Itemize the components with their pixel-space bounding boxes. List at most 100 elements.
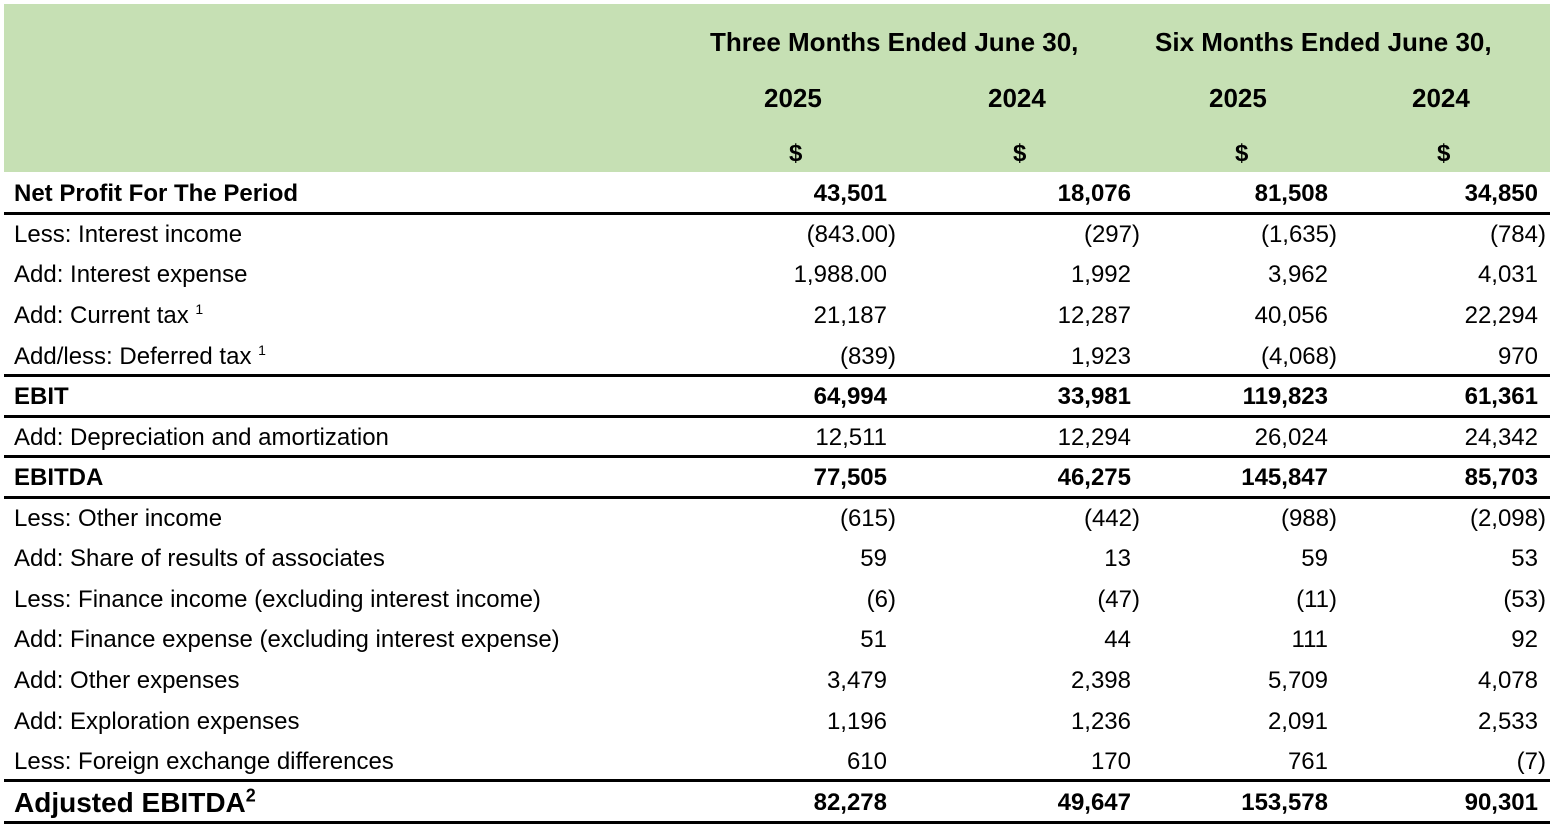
cell-three-2024: 1,992 [1070, 261, 1131, 288]
cell-three-2025: 51 [860, 626, 887, 653]
footnote-marker: 1 [258, 342, 266, 358]
cell-six-2025: 119,823 [1242, 383, 1328, 410]
cell-three-2025: 43,501 [813, 180, 887, 207]
row-divider [4, 415, 1550, 418]
cell-three-2024: (47) [1097, 586, 1140, 613]
cell-six-2024: 53 [1511, 545, 1538, 572]
header-year-three-2024: 2024 [988, 83, 1046, 113]
cell-six-2024: 4,031 [1477, 261, 1538, 288]
table-row: Less: Finance income (excluding interest… [4, 580, 1550, 620]
row-label: Add: Share of results of associates [14, 545, 385, 572]
row-label: EBIT [14, 383, 69, 410]
table-row: Add: Exploration expenses 1,196 1,236 2,… [4, 702, 1550, 742]
cell-three-2024: 1,236 [1070, 708, 1131, 735]
cell-six-2024: 90,301 [1464, 789, 1538, 816]
row-divider [4, 455, 1550, 458]
row-label: Less: Foreign exchange differences [14, 748, 394, 775]
cell-three-2024: 12,287 [1057, 302, 1131, 329]
table-row-ebitda: EBITDA 77,505 46,275 145,847 85,703 [4, 458, 1550, 498]
row-label-text: Add/less: Deferred tax [14, 343, 252, 370]
row-label-text: Add: Current tax [14, 302, 189, 329]
cell-six-2024: (7) [1516, 748, 1546, 775]
header-year-three-2025: 2025 [764, 83, 822, 113]
cell-three-2025: (839) [839, 343, 896, 370]
cell-six-2025: 59 [1301, 545, 1328, 572]
row-label: Add/less: Deferred tax 1 [14, 337, 266, 377]
row-divider [4, 374, 1550, 377]
header-currency: $ [1437, 140, 1451, 167]
cell-six-2025: 26,024 [1254, 424, 1328, 451]
cell-three-2024: 49,647 [1057, 789, 1131, 816]
cell-six-2025: 145,847 [1241, 464, 1328, 491]
row-label: Add: Other expenses [14, 667, 240, 694]
cell-three-2024: 12,294 [1057, 424, 1131, 451]
table-row: Less: Foreign exchange differences 610 1… [4, 742, 1550, 782]
cell-six-2025: 5,709 [1267, 667, 1328, 694]
cell-six-2024: (784) [1489, 221, 1546, 248]
row-label: Less: Interest income [14, 221, 243, 248]
row-divider [4, 212, 1550, 215]
cell-three-2025: 21,187 [813, 302, 887, 329]
cell-six-2024: 4,078 [1477, 667, 1538, 694]
cell-three-2025: 1,988.00 [793, 261, 887, 288]
header-currency: $ [1013, 140, 1027, 167]
cell-three-2025: 82,278 [813, 789, 887, 816]
cell-three-2025: 3,479 [826, 667, 887, 694]
row-label: Add: Interest expense [14, 261, 248, 288]
cell-three-2025: 59 [860, 545, 887, 572]
cell-six-2024: 34,850 [1464, 180, 1538, 207]
cell-three-2024: 1,923 [1070, 343, 1131, 370]
cell-three-2025: 64,994 [813, 383, 887, 410]
cell-six-2024: 22,294 [1464, 302, 1538, 329]
cell-six-2025: (1,635) [1260, 221, 1337, 248]
table-row-adjusted-ebitda: Adjusted EBITDA2 82,278 49,647 153,578 9… [4, 783, 1550, 823]
row-divider [4, 496, 1550, 499]
row-label: Less: Finance income (excluding interest… [14, 586, 541, 613]
cell-three-2024: 13 [1104, 545, 1131, 572]
row-label: Add: Depreciation and amortization [14, 424, 389, 451]
cell-six-2025: (4,068) [1260, 343, 1337, 370]
table-row: Add: Share of results of associates 59 1… [4, 539, 1550, 579]
table-row: Less: Interest income (843.00) (297) (1,… [4, 215, 1550, 255]
cell-three-2024: (297) [1083, 221, 1140, 248]
cell-six-2025: 81,508 [1254, 180, 1328, 207]
cell-three-2024: 170 [1090, 748, 1131, 775]
row-divider [4, 821, 1550, 824]
row-label: Add: Exploration expenses [14, 708, 300, 735]
cell-six-2025: 40,056 [1254, 302, 1328, 329]
row-label: Net Profit For The Period [14, 180, 299, 207]
header-three-months: Three Months Ended June 30, [710, 27, 1079, 57]
table-row: Add: Finance expense (excluding interest… [4, 620, 1550, 660]
cell-six-2025: (11) [1296, 586, 1337, 613]
table-row: Less: Other income (615) (442) (988) (2,… [4, 499, 1550, 539]
cell-six-2024: (53) [1503, 586, 1546, 613]
cell-six-2025: 153,578 [1241, 789, 1328, 816]
footnote-marker: 2 [245, 785, 256, 806]
cell-six-2025: 3,962 [1267, 261, 1328, 288]
cell-six-2024: (2,098) [1469, 505, 1546, 532]
table-header: Three Months Ended June 30, Six Months E… [4, 4, 1550, 172]
cell-three-2025: 12,511 [815, 424, 887, 451]
header-year-six-2025: 2025 [1209, 83, 1267, 113]
cell-six-2025: (988) [1280, 505, 1337, 532]
header-year-six-2024: 2024 [1412, 83, 1470, 113]
table-row: Add: Interest expense 1,988.00 1,992 3,9… [4, 255, 1550, 295]
row-label: EBITDA [14, 464, 104, 491]
header-currency: $ [1235, 140, 1249, 167]
cell-six-2024: 85,703 [1464, 464, 1538, 491]
cell-three-2024: (442) [1083, 505, 1140, 532]
row-label-text: Adjusted EBITDA [14, 787, 246, 818]
cell-three-2025: (615) [839, 505, 896, 532]
cell-six-2024: 970 [1497, 343, 1538, 370]
table-row: Add: Depreciation and amortization 12,51… [4, 418, 1550, 458]
table-row: Add: Other expenses 3,479 2,398 5,709 4,… [4, 661, 1550, 701]
cell-three-2025: (843.00) [806, 221, 896, 248]
cell-six-2025: 761 [1287, 748, 1328, 775]
row-label: Add: Current tax 1 [14, 296, 203, 336]
row-label: Adjusted EBITDA2 [14, 783, 256, 823]
cell-six-2025: 111 [1291, 626, 1328, 653]
table-row: Add: Current tax 1 21,187 12,287 40,056 … [4, 296, 1550, 336]
table-row-ebit: EBIT 64,994 33,981 119,823 61,361 [4, 377, 1550, 417]
cell-three-2025: 610 [846, 748, 887, 775]
row-divider [4, 779, 1550, 782]
